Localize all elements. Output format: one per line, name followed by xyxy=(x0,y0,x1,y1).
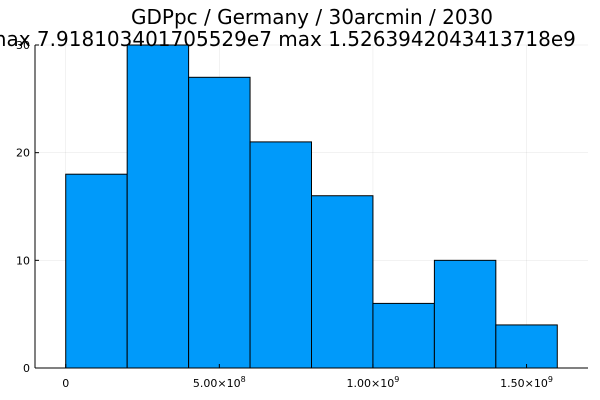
histogram-bar-2 xyxy=(126,44,190,369)
y-tick-label-1: 10 xyxy=(16,254,30,267)
x-tick-label-2: 1.00×109 xyxy=(347,375,400,390)
bars xyxy=(65,44,558,369)
tick-labels: 0 10 20 30 0 5.00×108 1.00×109 1.50×109 xyxy=(16,39,553,390)
y-tick-label-3: 30 xyxy=(16,39,30,52)
x-tick-label-3: 1.50×109 xyxy=(500,375,553,390)
histogram-bar-4 xyxy=(249,141,312,369)
axes xyxy=(34,44,588,369)
y-tick-label-2: 20 xyxy=(16,147,30,160)
chart-subtitle: max 7.918103401705529e7 max 1.5263942043… xyxy=(0,27,576,51)
x-tick-label-1: 5.00×108 xyxy=(193,375,246,390)
histogram-bar-1 xyxy=(65,173,128,369)
histogram-bar-5 xyxy=(311,195,374,369)
histogram-bar-3 xyxy=(188,76,251,369)
y-tick-label-0: 0 xyxy=(23,362,30,375)
x-tick-label-0: 0 xyxy=(62,377,69,390)
histogram-bar-6 xyxy=(372,302,435,369)
chart-title: GDPpc / Germany / 30arcmin / 2030 xyxy=(131,5,493,29)
histogram-bar-7 xyxy=(433,259,497,369)
histogram-bar-8 xyxy=(495,324,558,369)
